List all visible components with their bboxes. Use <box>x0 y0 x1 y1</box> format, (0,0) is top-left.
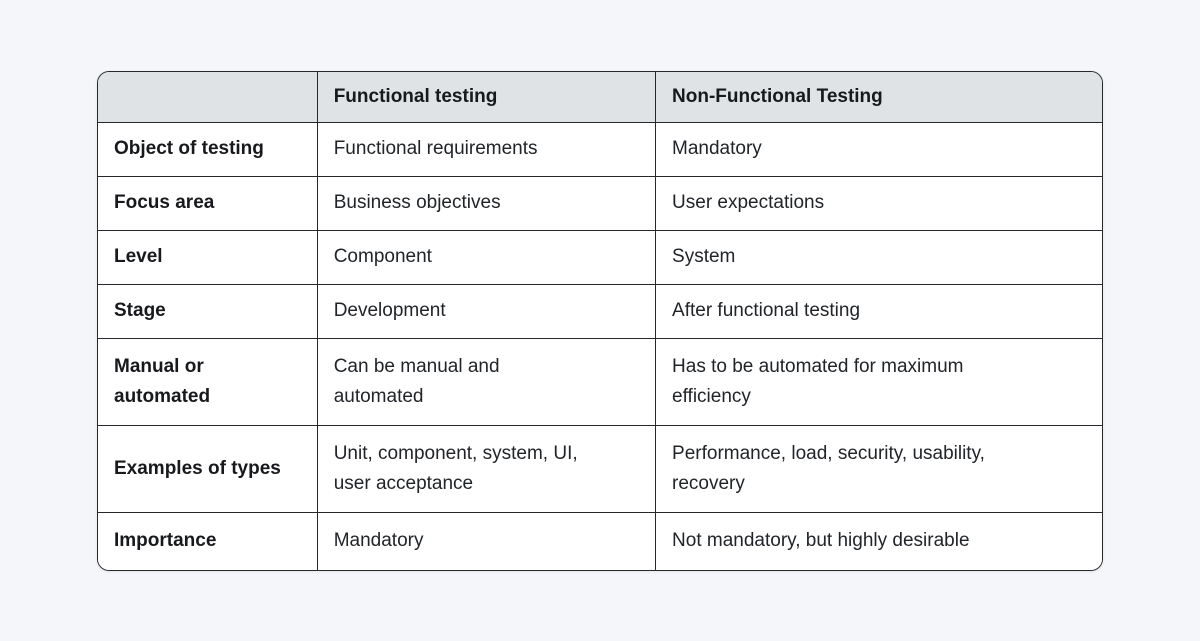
row-label: Level <box>98 230 318 285</box>
cell-functional: Mandatory <box>317 512 657 570</box>
header-cell-empty <box>98 72 318 123</box>
row-label: Focus area <box>98 176 318 231</box>
table-row: Stage Development After functional testi… <box>98 284 1102 339</box>
cell-non-functional: Mandatory <box>655 122 1102 177</box>
cell-non-functional: Not mandatory, but highly desirable <box>655 512 1102 570</box>
cell-functional: Component <box>317 230 657 285</box>
cell-functional: Business objectives <box>317 176 657 231</box>
row-label: Object of testing <box>98 122 318 177</box>
cell-functional: Unit, component, system, UI, user accept… <box>317 425 657 513</box>
cell-non-functional: System <box>655 230 1102 285</box>
comparison-table: Functional testing Non-Functional Testin… <box>98 72 1102 570</box>
table-row: Importance Mandatory Not mandatory, but … <box>98 512 1102 570</box>
row-label: Manual or automated <box>98 338 318 426</box>
table-row: Examples of types Unit, component, syste… <box>98 425 1102 513</box>
cell-functional: Can be manual and automated <box>317 338 657 426</box>
row-label: Importance <box>98 512 318 570</box>
cell-functional: Development <box>317 284 657 339</box>
cell-functional: Functional requirements <box>317 122 657 177</box>
cell-non-functional: User expectations <box>655 176 1102 231</box>
row-label: Stage <box>98 284 318 339</box>
cell-non-functional: After functional testing <box>655 284 1102 339</box>
row-label: Examples of types <box>98 425 318 513</box>
comparison-card: Functional testing Non-Functional Testin… <box>97 71 1103 571</box>
cell-non-functional: Has to be automated for maximum efficien… <box>655 338 1102 426</box>
header-row: Functional testing Non-Functional Testin… <box>98 72 1102 123</box>
header-cell-functional: Functional testing <box>317 72 657 123</box>
table-row: Level Component System <box>98 230 1102 285</box>
table-row: Focus area Business objectives User expe… <box>98 176 1102 231</box>
table-row: Manual or automated Can be manual and au… <box>98 338 1102 426</box>
table-row: Object of testing Functional requirement… <box>98 122 1102 177</box>
cell-non-functional: Performance, load, security, usability, … <box>655 425 1102 513</box>
header-cell-non-functional: Non-Functional Testing <box>672 86 883 107</box>
